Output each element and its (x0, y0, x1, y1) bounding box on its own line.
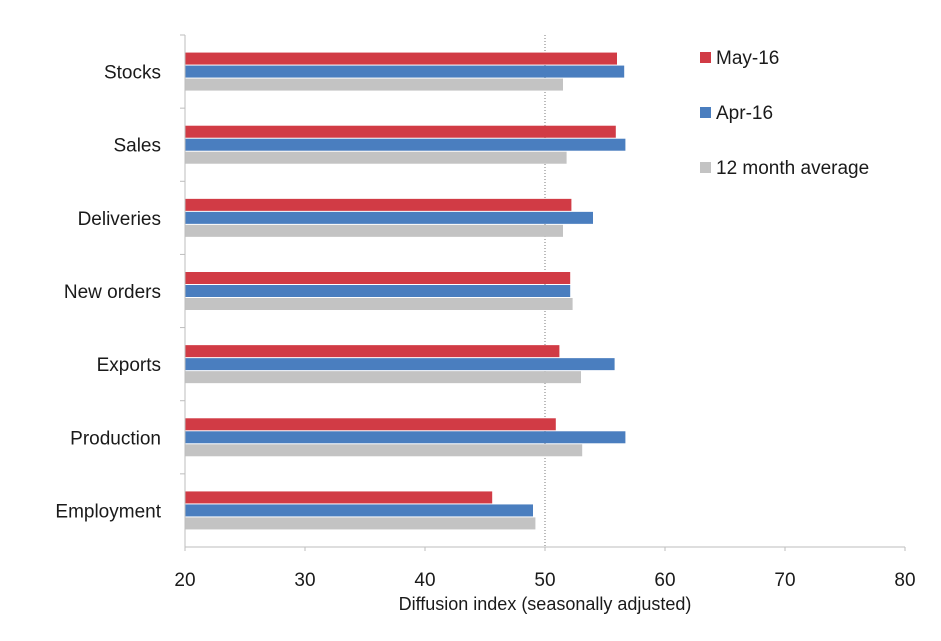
bar-production-apr-16 (185, 431, 626, 444)
legend-label-apr-16: Apr-16 (716, 103, 773, 124)
x-axis-title: Diffusion index (seasonally adjusted) (399, 594, 692, 614)
x-tick-label: 50 (534, 570, 555, 591)
category-label: New orders (64, 282, 161, 303)
bar-exports-12-month-average (185, 371, 581, 384)
bar-employment-apr-16 (185, 504, 533, 517)
bar-sales-apr-16 (185, 138, 626, 151)
bar-sales-may-16 (185, 125, 616, 138)
category-label: Stocks (104, 63, 161, 84)
bar-stocks-12-month-average (185, 78, 563, 91)
x-tick-label: 60 (654, 570, 675, 591)
x-tick-label: 70 (774, 570, 795, 591)
bar-stocks-may-16 (185, 52, 617, 65)
legend-swatch-12-month-average (700, 162, 711, 173)
x-tick-label: 20 (174, 570, 195, 591)
category-label: Exports (97, 355, 161, 376)
legend-label-may-16: May-16 (716, 48, 779, 69)
category-label: Deliveries (78, 209, 161, 230)
legend-swatch-apr-16 (700, 107, 711, 118)
bar-employment-may-16 (185, 491, 493, 504)
bar-new-orders-12-month-average (185, 298, 573, 310)
x-tick-label: 80 (894, 570, 915, 591)
bar-new-orders-apr-16 (185, 285, 571, 297)
category-label: Employment (55, 501, 161, 522)
legend-swatch-may-16 (700, 52, 711, 63)
bar-deliveries-apr-16 (185, 211, 593, 224)
x-tick-label: 40 (414, 570, 435, 591)
bar-stocks-apr-16 (185, 65, 625, 78)
bar-exports-may-16 (185, 345, 560, 358)
category-label: Production (70, 428, 161, 449)
bar-exports-apr-16 (185, 358, 615, 371)
bar-sales-12-month-average (185, 151, 567, 164)
bar-employment-12-month-average (185, 517, 536, 530)
category-label: Sales (113, 136, 161, 157)
bar-deliveries-12-month-average (185, 224, 563, 237)
legend-label-12-month-average: 12 month average (716, 158, 869, 179)
bar-production-12-month-average (185, 444, 583, 457)
bar-deliveries-may-16 (185, 198, 572, 211)
bar-new-orders-may-16 (185, 272, 571, 284)
bar-production-may-16 (185, 418, 556, 431)
x-tick-label: 30 (294, 570, 315, 591)
